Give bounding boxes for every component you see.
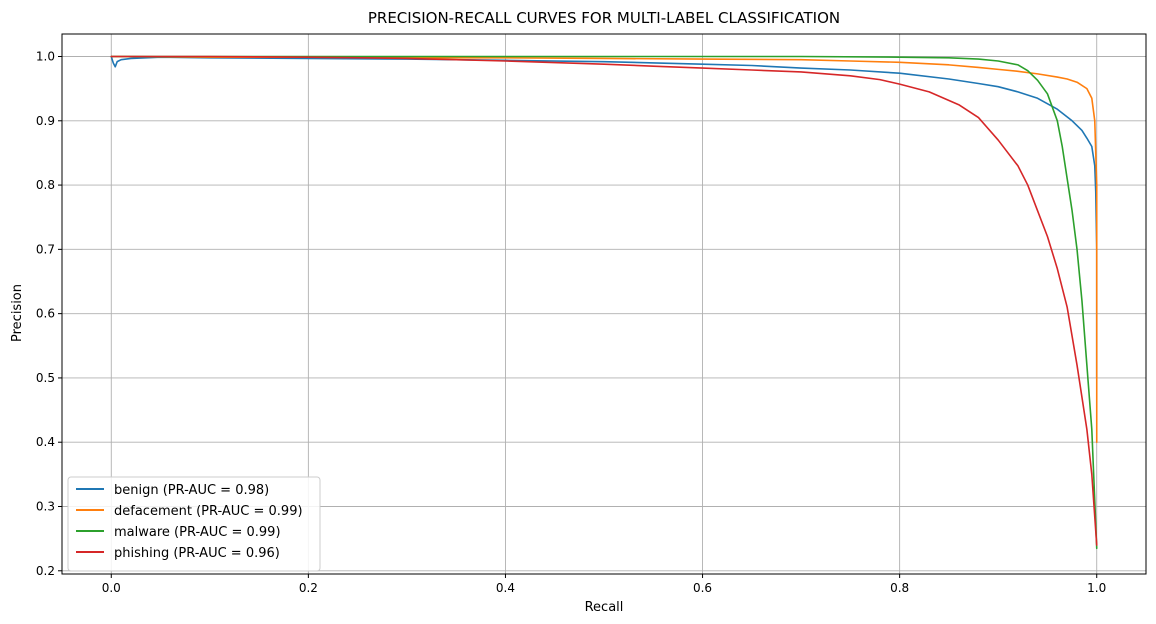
legend-label-benign: benign (PR-AUC = 0.98) (114, 483, 269, 498)
legend-label-phishing: phishing (PR-AUC = 0.96) (114, 546, 280, 561)
series-line-malware (110, 55, 1098, 550)
x-tick-label: 0.0 (102, 581, 121, 595)
tick-layer: 0.0 0.2 0.4 0.6 0.8 1.0 0.2 0.3 0.4 0.5 0.6 0.7 0.8 0… (36, 50, 1106, 596)
plot-frame (61, 33, 1147, 575)
y-tick-label: 0.7 (36, 242, 55, 256)
y-tick-label: 0.3 (36, 500, 55, 514)
y-tick-label: 0.6 (36, 307, 55, 321)
x-tick-label: 0.8 (890, 581, 909, 595)
y-tick-label: 0.2 (36, 564, 55, 578)
y-axis-label: Precision (10, 284, 25, 342)
x-tick-label: 1.0 (1087, 581, 1106, 595)
series-line-defacement (110, 55, 1098, 444)
x-axis-label: Recall (585, 600, 624, 615)
y-tick-label: 0.9 (36, 114, 55, 128)
x-tick-label: 0.4 (496, 581, 515, 595)
legend-box (67, 476, 321, 572)
series-line-phishing (110, 55, 1098, 546)
series-line-benign (110, 55, 1098, 379)
series-layer (110, 55, 1098, 550)
y-tick-label: 1.0 (36, 50, 55, 64)
x-tick-label: 0.6 (693, 581, 712, 595)
legend-label-defacement: defacement (PR-AUC = 0.99) (114, 504, 303, 519)
y-tick-label: 0.8 (36, 178, 55, 192)
y-tick-label: 0.4 (36, 435, 55, 449)
chart-title: PRECISION-RECALL CURVES FOR MULTI-LABEL … (368, 9, 840, 27)
legend-label-malware: malware (PR-AUC = 0.99) (114, 525, 281, 540)
x-tick-label: 0.2 (299, 581, 318, 595)
legend: benign (PR-AUC = 0.98) defacement (PR-AUC… (67, 476, 321, 572)
y-tick-label: 0.5 (36, 371, 55, 385)
